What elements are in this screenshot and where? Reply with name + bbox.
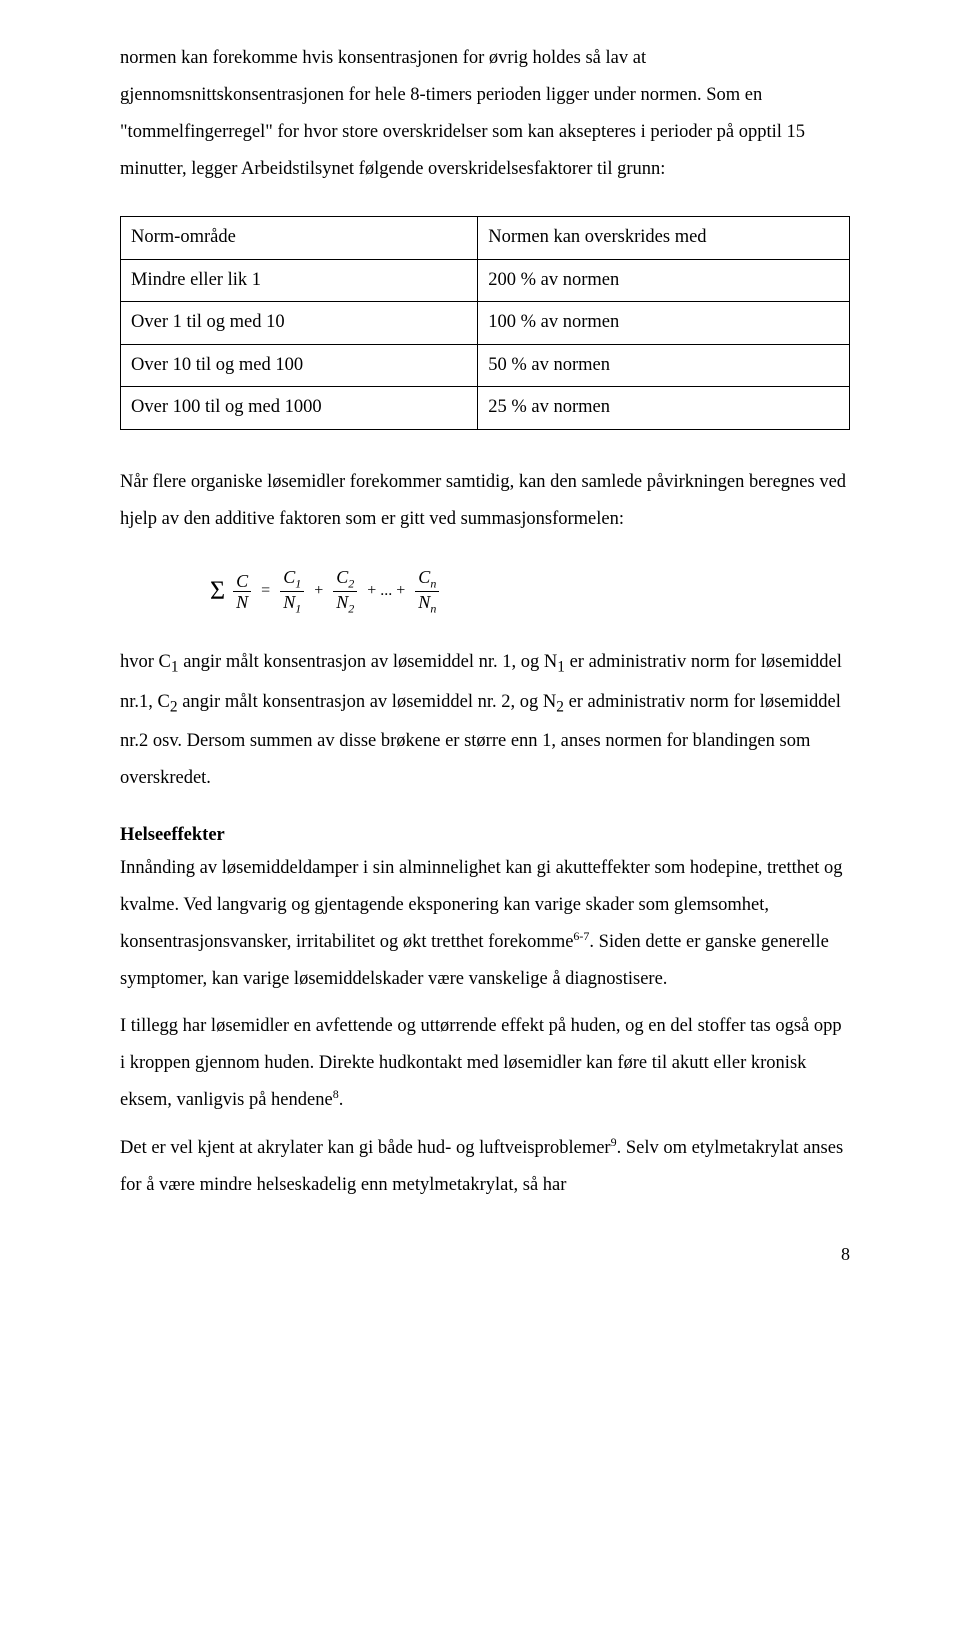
table-cell: Norm-område: [121, 217, 478, 260]
summation-formula: Σ C N = C1 N1 + C2 N2 + ... + Cn Nn: [210, 568, 850, 614]
intro-paragraph: normen kan forekomme hvis konsentrasjone…: [120, 40, 850, 188]
para-2: Når flere organiske løsemidler forekomme…: [120, 464, 850, 538]
para-6: Det er vel kjent at akrylater kan gi båd…: [120, 1130, 850, 1204]
dots: + ... +: [363, 583, 409, 599]
page-number: 8: [120, 1244, 850, 1265]
fraction: C2 N2: [333, 568, 357, 614]
sigma-symbol: Σ: [210, 578, 225, 604]
para-5: I tillegg har løsemidler en avfettende o…: [120, 1008, 850, 1119]
plus: +: [310, 583, 327, 599]
section-heading: Helseeffekter: [120, 825, 850, 846]
para-3: hvor C1 angir målt konsentrasjon av løse…: [120, 644, 850, 797]
table-cell: Over 10 til og med 100: [121, 344, 478, 387]
table-cell: 50 % av normen: [478, 344, 850, 387]
table-cell: Over 100 til og med 1000: [121, 387, 478, 430]
table-cell: Over 1 til og med 10: [121, 302, 478, 345]
table-cell: Mindre eller lik 1: [121, 259, 478, 302]
table-cell: 200 % av normen: [478, 259, 850, 302]
fraction: Cn Nn: [415, 568, 439, 614]
table-cell: 25 % av normen: [478, 387, 850, 430]
equals: =: [257, 583, 274, 599]
fraction: C N: [233, 572, 251, 611]
table-row: Over 100 til og med 1000 25 % av normen: [121, 387, 850, 430]
para-4: Innånding av løsemiddeldamper i sin almi…: [120, 850, 850, 998]
table-row: Mindre eller lik 1 200 % av normen: [121, 259, 850, 302]
document-page: normen kan forekomme hvis konsentrasjone…: [0, 0, 960, 1305]
fraction: C1 N1: [280, 568, 304, 614]
table-row: Norm-område Normen kan overskrides med: [121, 217, 850, 260]
table-row: Over 1 til og med 10 100 % av normen: [121, 302, 850, 345]
table-cell: Normen kan overskrides med: [478, 217, 850, 260]
para-1: normen kan forekomme hvis konsentrasjone…: [120, 40, 850, 188]
overskridelse-table: Norm-område Normen kan overskrides med M…: [120, 216, 850, 430]
table-cell: 100 % av normen: [478, 302, 850, 345]
table-row: Over 10 til og med 100 50 % av normen: [121, 344, 850, 387]
formula-explanation: hvor C1 angir målt konsentrasjon av løse…: [120, 644, 850, 797]
